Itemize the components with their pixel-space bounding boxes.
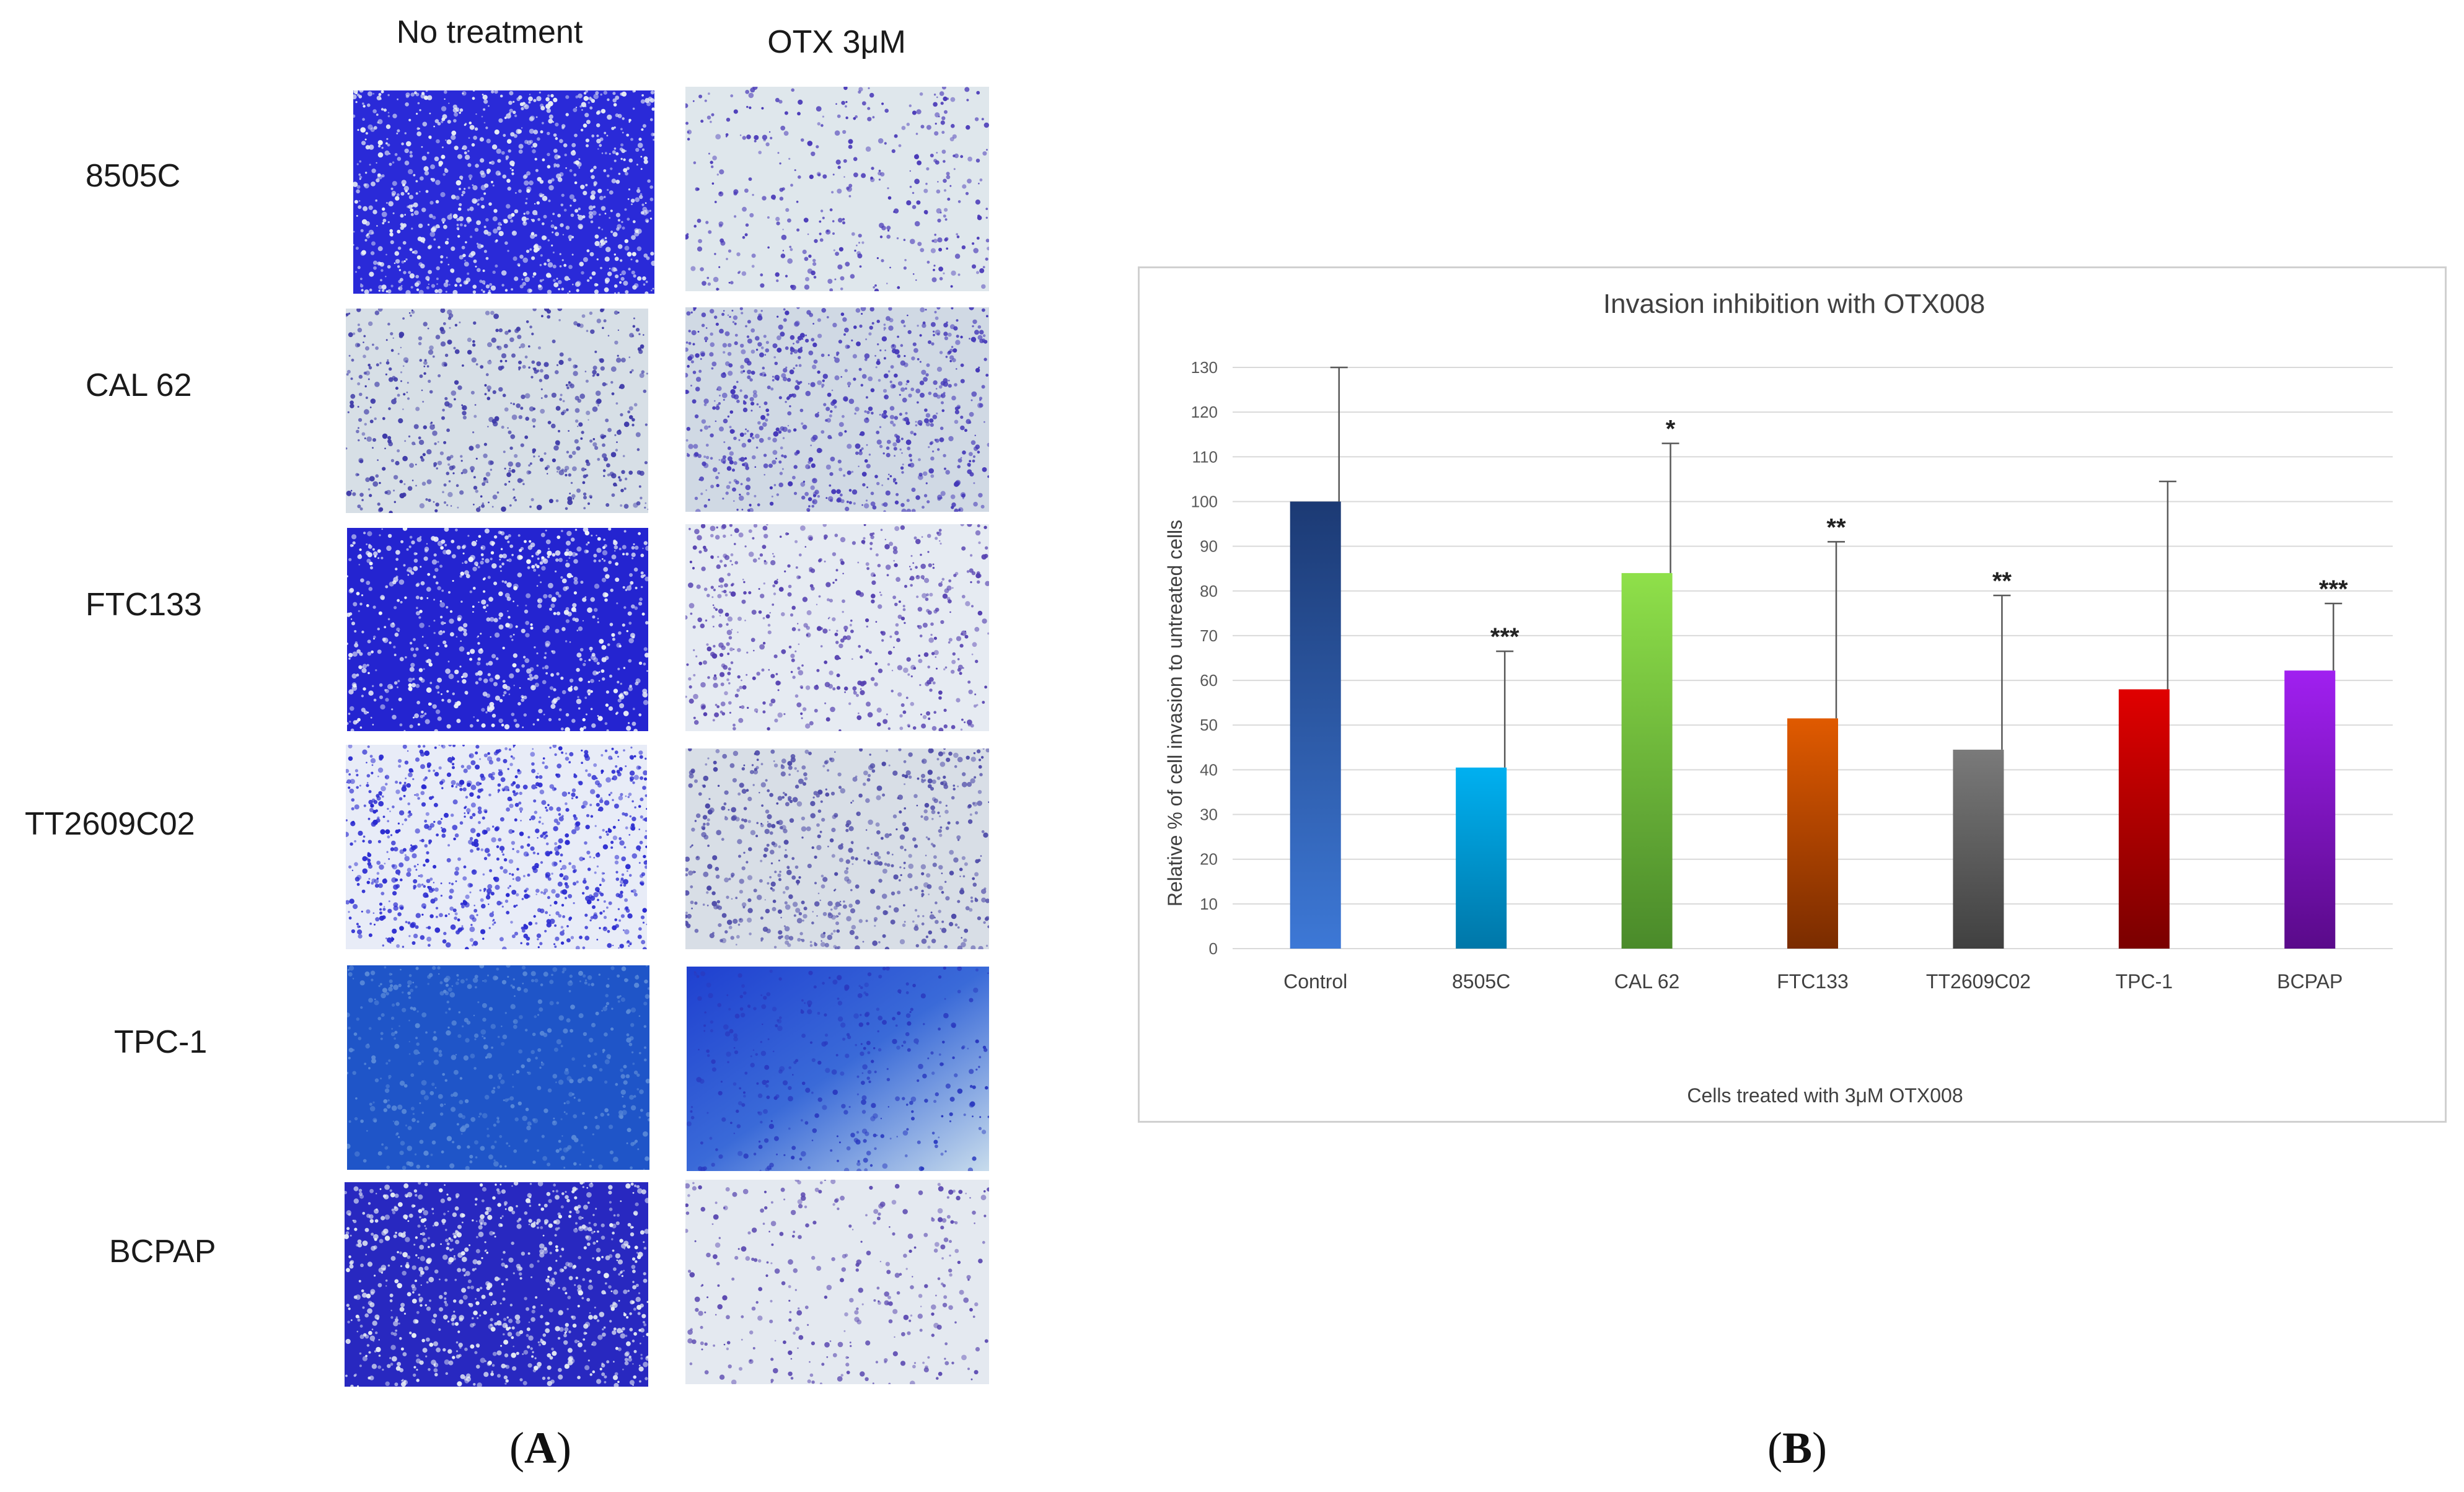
bar-chart: Invasion inhibition with OTX008 0 10 20 30 4…: [1164, 289, 2393, 1107]
x-tick-label: TPC-1: [2116, 970, 2173, 993]
y-tick-label: 100: [1191, 492, 1218, 511]
bar-ftc133: [1787, 718, 1838, 949]
micrograph-8505c-otx: [685, 87, 989, 291]
micrograph-tt2609c02-untreated: [346, 745, 647, 949]
micrograph-cal62-untreated: [346, 309, 648, 513]
bar-cal-62: [1621, 573, 1673, 949]
bar-tpc-1: [2118, 689, 2170, 949]
significance-marker: **: [1826, 514, 1846, 541]
bar-tt2609c02: [1953, 749, 2004, 949]
row-label-cal62: CAL 62: [86, 367, 192, 403]
panel-label-b: (B): [1767, 1423, 1827, 1473]
x-tick-label: 8505C: [1452, 970, 1510, 993]
y-tick-label: 70: [1200, 626, 1218, 645]
micrograph-ftc133-otx: [685, 524, 989, 731]
x-tick-label: TT2609C02: [1926, 970, 2031, 993]
x-tick-label: CAL 62: [1614, 970, 1680, 993]
micrograph-tpc1-otx: [687, 967, 989, 1171]
bar-bcpap: [2284, 670, 2336, 949]
y-tick-label: 60: [1200, 671, 1218, 690]
micrograph-bcpap-untreated: [345, 1182, 648, 1387]
y-tick-label: 120: [1191, 403, 1218, 421]
bar-control: [1290, 501, 1341, 949]
micrograph-cal62-otx: [685, 307, 989, 512]
micrograph-8505c-untreated: [353, 90, 654, 294]
chart-frame: Invasion inhibition with OTX008 0 10 20 30 4…: [1138, 266, 2447, 1123]
panel-label-a: (A): [509, 1423, 571, 1473]
column-header-otx: OTX 3μM: [767, 24, 906, 60]
bar-8505c: [1456, 767, 1507, 949]
significance-marker: **: [1992, 568, 2012, 595]
y-axis-label: Relative % of cell invasion to untreated…: [1164, 520, 1186, 906]
micrograph-bcpap-otx: [685, 1180, 989, 1384]
significance-marker: ***: [2319, 576, 2348, 603]
row-label-tpc1: TPC-1: [114, 1024, 208, 1060]
y-tick-label: 20: [1200, 850, 1218, 869]
x-tick-label: Control: [1283, 970, 1347, 993]
significance-marker: ***: [1490, 623, 1520, 651]
micrograph-tpc1-untreated: [347, 965, 649, 1170]
y-tick-label: 50: [1200, 716, 1218, 734]
significance-marker: *: [1666, 416, 1676, 443]
row-label-8505c: 8505C: [86, 158, 181, 194]
row-label-tt2609c02: TT2609C02: [25, 806, 195, 842]
y-tick-label: 30: [1200, 805, 1218, 824]
y-tick-label: 130: [1191, 358, 1218, 377]
y-tick-label: 80: [1200, 582, 1218, 600]
x-tick-label: BCPAP: [2277, 970, 2343, 993]
x-tick-label: FTC133: [1777, 970, 1849, 993]
y-tick-label: 10: [1200, 895, 1218, 913]
y-tick-label: 0: [1209, 939, 1218, 958]
micrograph-tt2609c02-otx: [685, 748, 989, 949]
chart-title: Invasion inhibition with OTX008: [1603, 289, 1985, 319]
x-axis-label: Cells treated with 3μM OTX008: [1687, 1084, 1963, 1107]
row-label-bcpap: BCPAP: [109, 1234, 216, 1270]
y-tick-label: 90: [1200, 537, 1218, 556]
micrograph-ftc133-untreated: [347, 528, 648, 731]
y-tick-label: 40: [1200, 760, 1218, 779]
row-label-ftc133: FTC133: [86, 587, 202, 623]
y-tick-label: 110: [1192, 447, 1218, 466]
column-header-no-treatment: No treatment: [396, 14, 583, 50]
